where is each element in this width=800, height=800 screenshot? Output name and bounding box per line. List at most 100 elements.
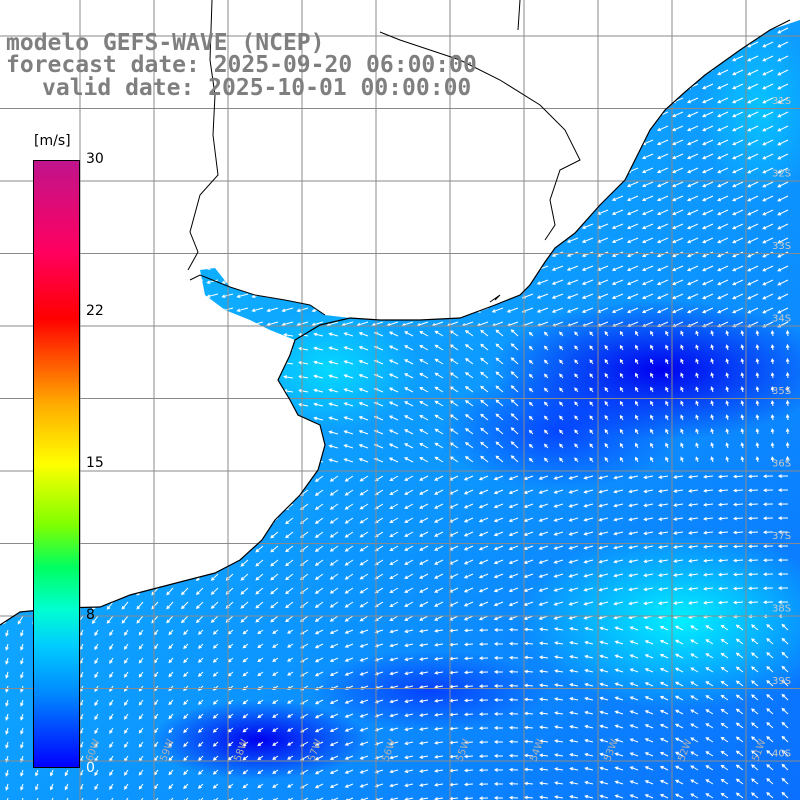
wind-arrow xyxy=(528,387,534,393)
wind-arrow xyxy=(720,694,729,701)
wind-arrow xyxy=(109,629,114,637)
wind-arrow xyxy=(461,279,474,285)
wind-arrow xyxy=(138,713,144,720)
wind-arrow xyxy=(656,209,669,216)
wind-arrow xyxy=(554,739,564,743)
wind-arrow xyxy=(270,475,279,483)
wind-arrow xyxy=(14,461,24,468)
wind-arrow xyxy=(404,517,414,523)
wind-arrow xyxy=(558,415,564,421)
wind-arrow xyxy=(314,615,324,622)
wind-arrow xyxy=(762,586,774,591)
wind-arrow xyxy=(781,665,789,673)
wind-arrow xyxy=(641,167,654,174)
wind-arrow xyxy=(720,624,729,631)
wind-arrow xyxy=(176,209,189,214)
wind-arrow xyxy=(688,517,699,521)
wind-arrow xyxy=(495,357,504,365)
wind-arrow xyxy=(311,223,324,229)
wind-arrow xyxy=(287,671,294,676)
wind-arrow xyxy=(106,545,114,554)
wind-arrow xyxy=(313,388,324,393)
wind-arrow xyxy=(434,727,444,731)
wind-arrow xyxy=(242,657,249,663)
wind-arrow xyxy=(166,559,174,568)
wind-arrow xyxy=(419,443,429,449)
wind-arrow xyxy=(583,559,594,564)
wind-arrow xyxy=(702,293,714,300)
wind-arrow xyxy=(463,796,474,800)
wind-arrow xyxy=(686,237,699,244)
wind-arrow xyxy=(283,459,294,463)
wind-arrow xyxy=(493,726,504,730)
wind-arrow xyxy=(431,167,444,173)
wind-arrow xyxy=(197,629,204,635)
wind-arrow xyxy=(5,797,9,800)
wind-arrow xyxy=(109,713,114,721)
wind-arrow xyxy=(416,237,429,243)
wind-arrow xyxy=(596,111,609,117)
wind-arrow xyxy=(146,125,159,130)
wind-arrow xyxy=(11,83,24,88)
wind-arrow xyxy=(628,601,639,606)
wind-arrow xyxy=(311,265,324,271)
wind-arrow xyxy=(17,475,24,485)
wind-arrow xyxy=(770,344,775,351)
wind-arrow xyxy=(762,279,774,286)
wind-arrow xyxy=(508,655,519,660)
wind-arrow xyxy=(242,741,249,747)
colorbar-tick-0: 0 xyxy=(86,760,95,776)
wind-arrow xyxy=(611,97,624,103)
wind-arrow xyxy=(124,713,129,720)
wind-arrow xyxy=(584,752,594,757)
wind-arrow xyxy=(344,769,354,774)
wind-arrow xyxy=(434,615,444,621)
wind-arrow xyxy=(747,111,759,118)
wind-arrow xyxy=(326,153,339,159)
wind-arrow xyxy=(311,167,324,173)
wind-arrow xyxy=(658,587,669,591)
wind-arrow xyxy=(589,387,594,393)
wind-arrow xyxy=(252,459,264,464)
wind-arrow xyxy=(463,698,474,703)
wind-arrow xyxy=(341,293,354,299)
wind-arrow xyxy=(404,699,414,704)
wind-arrow xyxy=(510,371,519,379)
valid-date: valid date: 2025-10-01 00:00:00 xyxy=(42,75,472,101)
wind-arrow xyxy=(528,443,534,449)
wind-arrow xyxy=(762,516,774,521)
wind-arrow xyxy=(777,293,789,300)
wind-arrow xyxy=(419,489,429,495)
wind-arrow xyxy=(419,615,429,621)
wind-arrow xyxy=(296,195,309,201)
wind-arrow xyxy=(528,401,534,407)
wind-arrow xyxy=(236,321,249,326)
wind-arrow xyxy=(735,680,744,687)
wind-arrow xyxy=(109,671,114,679)
wind-arrow xyxy=(212,727,219,733)
wind-arrow xyxy=(777,502,789,506)
wind-arrow xyxy=(257,769,264,775)
wind-arrow xyxy=(268,445,279,450)
wind-arrow xyxy=(374,657,384,662)
wind-arrow xyxy=(401,139,414,145)
wind-arrow xyxy=(710,344,714,351)
wind-arrow xyxy=(506,41,519,47)
wind-arrow xyxy=(404,783,414,788)
wind-arrow xyxy=(344,503,354,510)
wind-arrow xyxy=(611,83,624,89)
wind-arrow xyxy=(101,153,114,158)
wind-arrow xyxy=(510,329,519,337)
wind-arrow xyxy=(491,223,504,229)
wind-arrow xyxy=(671,153,684,160)
wind-arrow xyxy=(434,489,444,495)
wind-arrow xyxy=(359,629,369,634)
wind-arrow xyxy=(674,751,684,757)
wind-arrow xyxy=(163,349,174,353)
wind-arrow xyxy=(720,666,729,673)
wind-arrow xyxy=(358,360,369,365)
wind-arrow xyxy=(161,265,174,270)
wind-arrow xyxy=(328,444,339,449)
wind-arrow xyxy=(747,502,759,507)
